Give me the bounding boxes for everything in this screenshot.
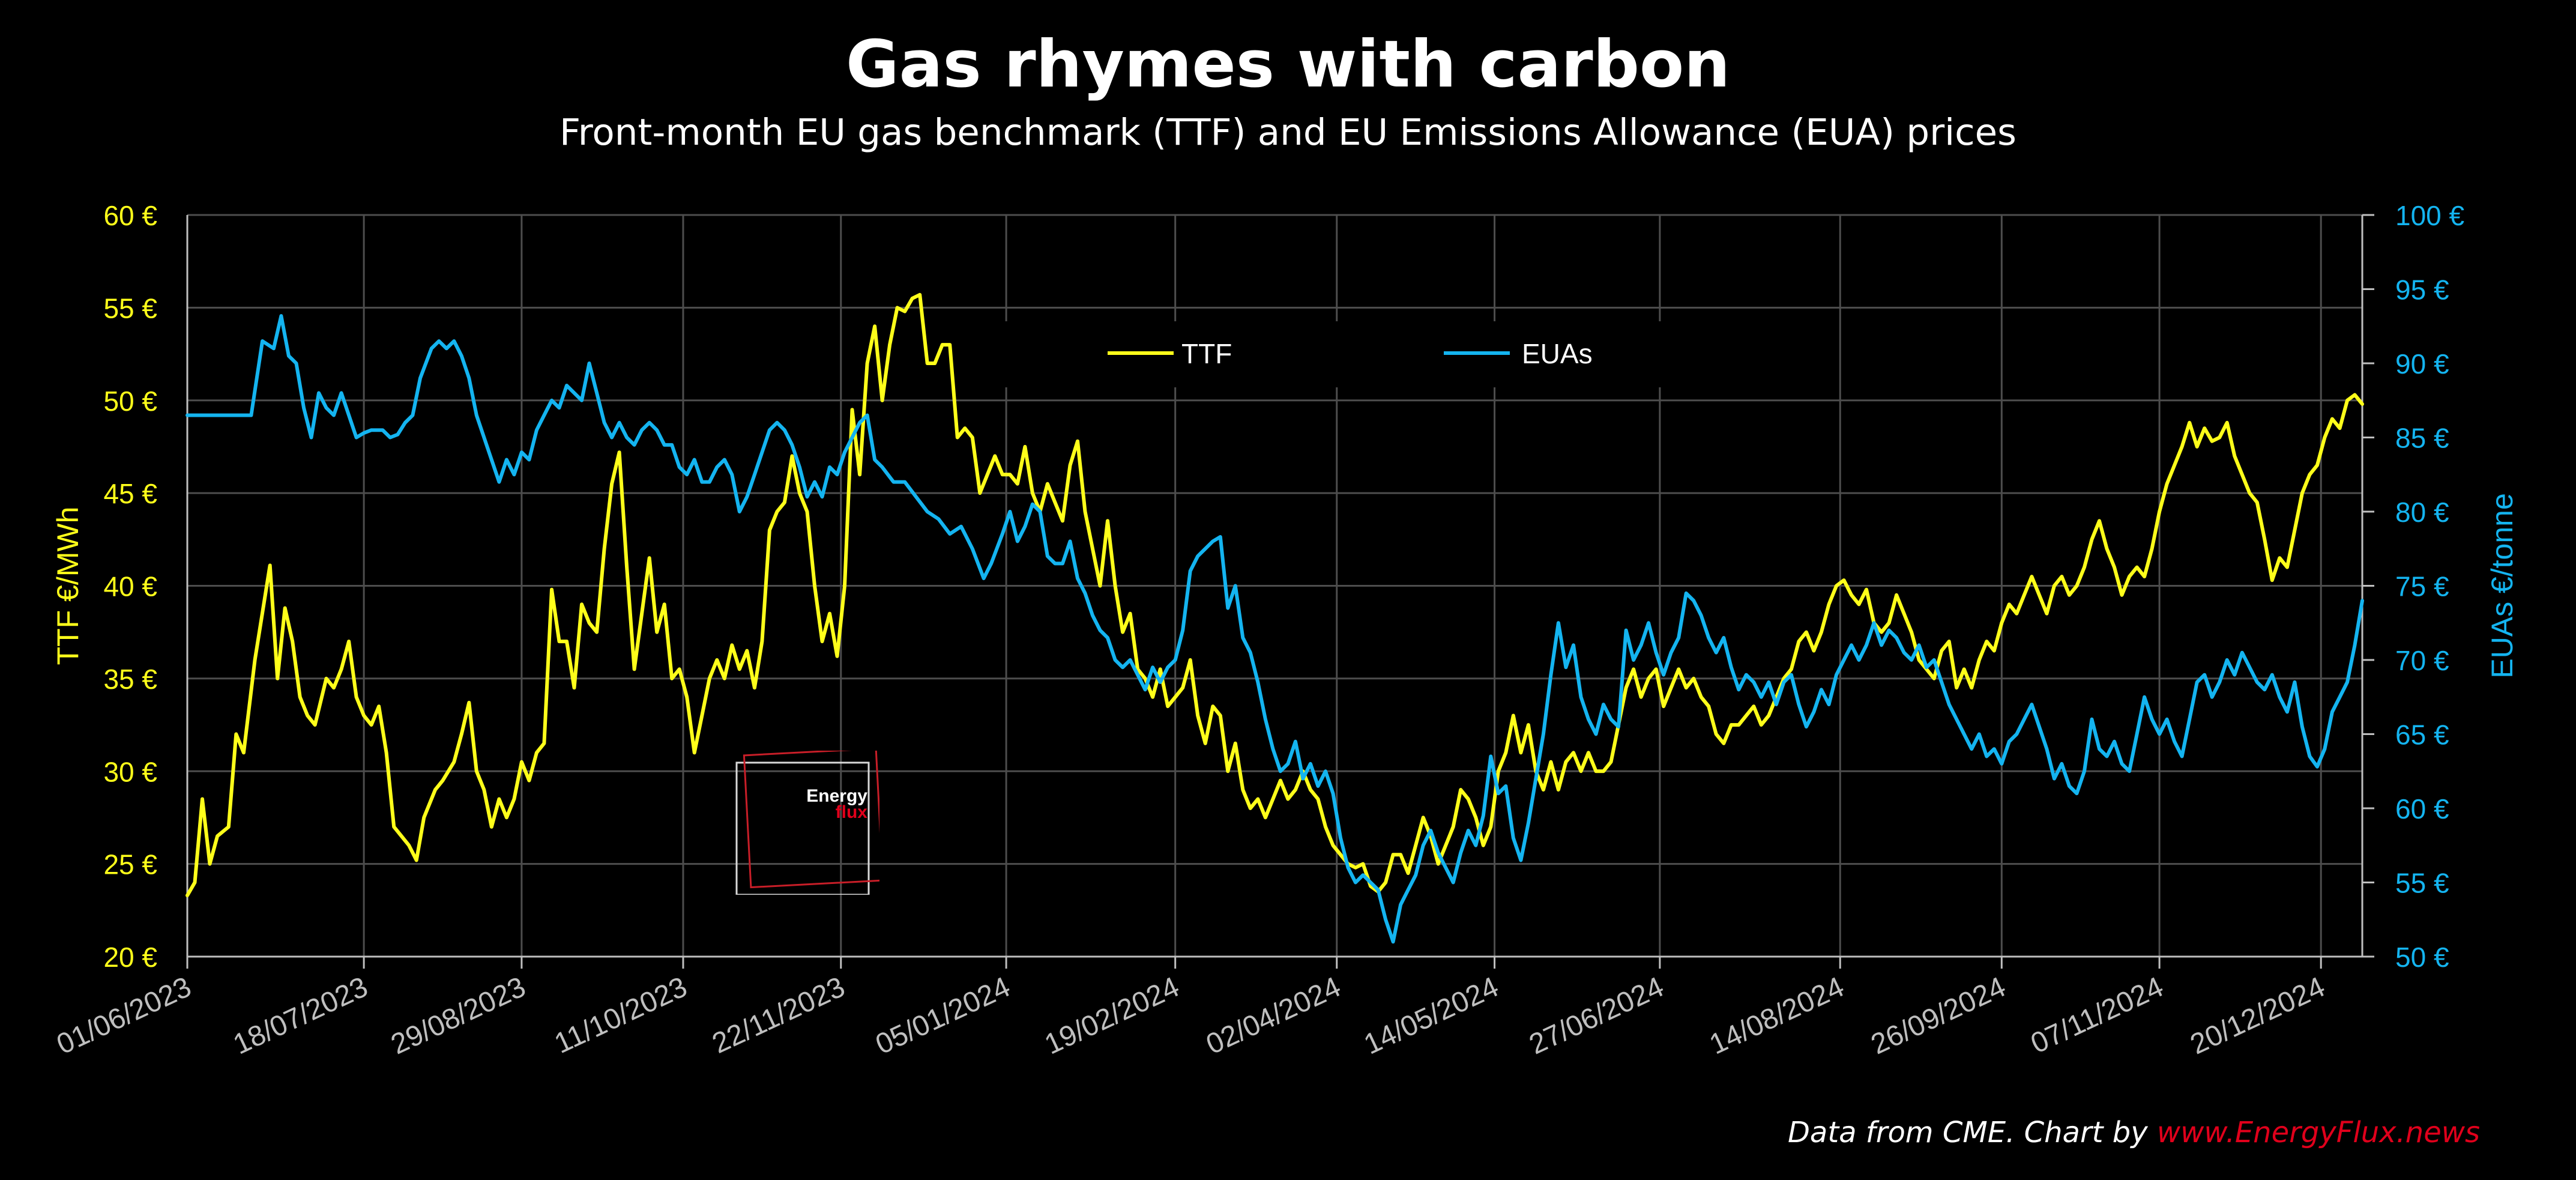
y-right-tick-label: 85 €: [2395, 423, 2449, 454]
y-right-tick-label: 55 €: [2395, 868, 2449, 899]
credit-text: Data from CME. Chart by: [1787, 1116, 2157, 1149]
x-tick-label: 02/04/2024: [1201, 971, 1345, 1061]
x-tick-label: 01/06/2023: [52, 971, 196, 1061]
logo-text-flux: flux: [836, 802, 868, 822]
x-tick-label: 18/07/2023: [229, 971, 373, 1061]
source-credit: Data from CME. Chart by www.EnergyFlux.n…: [1788, 1116, 2480, 1149]
y-left-axis-title: TTF €/MWh: [51, 507, 85, 665]
chart-subtitle: Front-month EU gas benchmark (TTF) and E…: [560, 111, 2016, 154]
y-left-tick-label: 55 €: [103, 292, 157, 324]
x-tick-label: 14/05/2024: [1359, 971, 1503, 1061]
x-tick-label: 07/11/2024: [2026, 971, 2168, 1060]
y-right-tick-label: 60 €: [2395, 793, 2449, 824]
y-left-tick-label: 30 €: [103, 756, 157, 787]
y-right-tick-label: 70 €: [2395, 645, 2449, 676]
x-tick-label: 11/10/2023: [550, 971, 692, 1060]
x-tick-label: 27/06/2024: [1524, 971, 1668, 1061]
x-tick-label: 20/12/2024: [2186, 971, 2330, 1061]
x-tick-label: 14/08/2024: [1705, 971, 1849, 1061]
y-right-tick-label: 80 €: [2395, 497, 2449, 528]
y-right-tick-label: 100 €: [2395, 200, 2464, 231]
y-left-tick-label: 25 €: [103, 849, 157, 880]
chart-title: Gas rhymes with carbon: [845, 27, 1731, 102]
y-left-tick-label: 50 €: [103, 386, 157, 417]
x-tick-label: 22/11/2023: [708, 971, 850, 1060]
y-left-tick-label: 60 €: [103, 200, 157, 231]
y-right-tick-label: 95 €: [2395, 274, 2449, 306]
y-right-axis-title: EUAs €/tonne: [2485, 493, 2519, 679]
y-right-tick-label: 75 €: [2395, 571, 2449, 602]
x-tick-label: 26/09/2024: [1866, 971, 2010, 1061]
x-tick-label: 19/02/2024: [1040, 971, 1184, 1061]
series-line-ttf: [186, 292, 2364, 898]
credit-link[interactable]: www.EnergyFlux.news: [2156, 1116, 2480, 1149]
y-right-tick-label: 90 €: [2395, 348, 2449, 380]
y-right-tick-label: 65 €: [2395, 719, 2449, 751]
label-layer: TTF €/MWh EUAs €/tonne: [51, 493, 2519, 679]
y-left-tick-label: 20 €: [103, 942, 157, 973]
grid-layer: [186, 214, 2362, 958]
x-tick-label: 05/01/2024: [871, 971, 1015, 1061]
legend-label-euas: EUAs: [1522, 338, 1593, 369]
y-left-tick-label: 45 €: [103, 478, 157, 509]
energyflux-logo: Energy flux: [735, 751, 879, 895]
y-left-tick-label: 35 €: [103, 664, 157, 695]
legend-label-ttf: TTF: [1181, 338, 1232, 369]
logo-text-energy: Energy: [806, 786, 867, 806]
y-right-tick-label: 50 €: [2395, 942, 2449, 973]
series-layer: [186, 292, 2364, 944]
x-tick-label: 29/08/2023: [386, 971, 530, 1061]
y-left-tick-label: 40 €: [103, 571, 157, 602]
legend: TTF EUAs: [1003, 321, 1681, 387]
series-line-euas: [186, 314, 2364, 944]
